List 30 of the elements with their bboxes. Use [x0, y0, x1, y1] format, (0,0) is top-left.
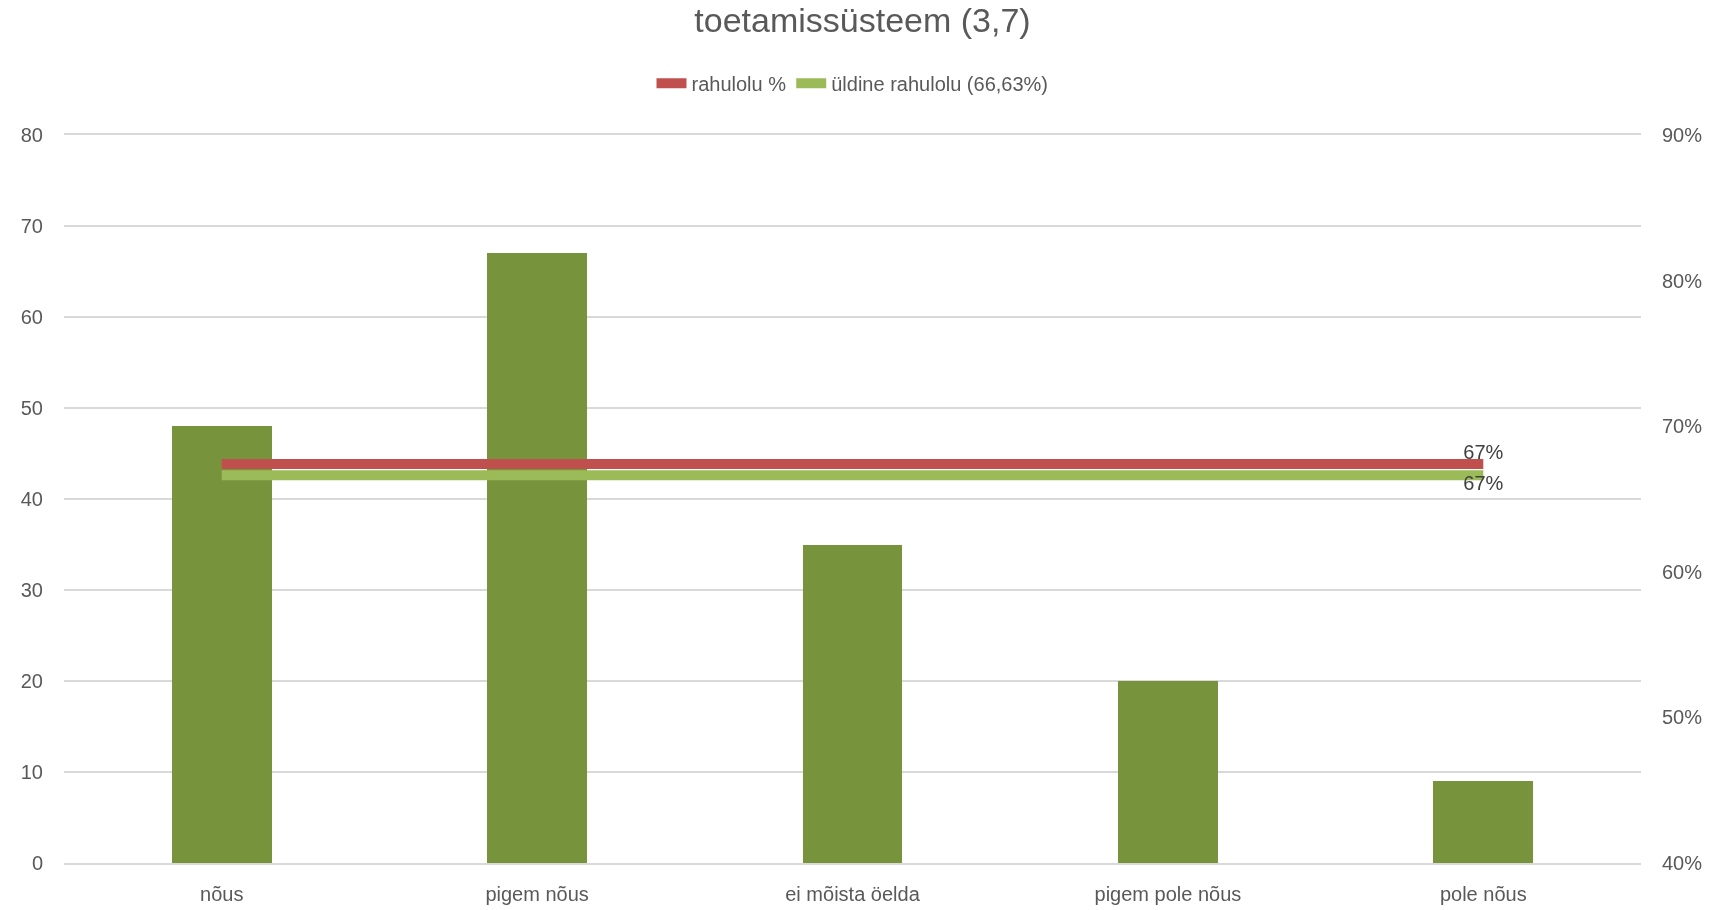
y-tick-label: 30 [20, 579, 43, 601]
y2-tick-label: 90% [1662, 124, 1703, 146]
x-tick-label: nõus [200, 882, 244, 905]
x-tick-label: pigem nõus [485, 882, 589, 905]
bar [487, 253, 587, 863]
y-tick-label: 50 [20, 397, 43, 419]
y2-tick-label: 60% [1662, 560, 1703, 583]
y-tick-label: 20 [20, 670, 43, 692]
y2-tick-label: 40% [1662, 852, 1703, 874]
legend-label: rahulolu % [691, 73, 787, 96]
y2-tick-label: 80% [1662, 269, 1703, 292]
bar [172, 426, 272, 863]
y-tick-label: 0 [31, 852, 43, 874]
y-tick-label: 60 [20, 306, 43, 328]
y2-tick-label: 50% [1662, 706, 1703, 729]
bar [1433, 781, 1533, 863]
y2-tick-label: 70% [1662, 415, 1703, 438]
x-tick-label: pole nõus [1439, 882, 1527, 905]
data-label: 67% [1463, 441, 1504, 464]
bar [803, 545, 902, 863]
chart-title: toetamissüsteem (3,7) [694, 0, 1031, 39]
data-label: 67% [1463, 472, 1504, 495]
y-tick-label: 70 [20, 215, 43, 237]
legend-label: üldine rahulolu (66,63%) [831, 73, 1049, 96]
x-tick-label: pigem pole nõus [1094, 882, 1242, 905]
y-tick-label: 80 [20, 124, 43, 146]
y-tick-label: 40 [20, 488, 43, 510]
y-tick-label: 10 [20, 761, 43, 783]
x-tick-label: ei mõista öelda [785, 882, 921, 905]
bar [1118, 681, 1218, 863]
